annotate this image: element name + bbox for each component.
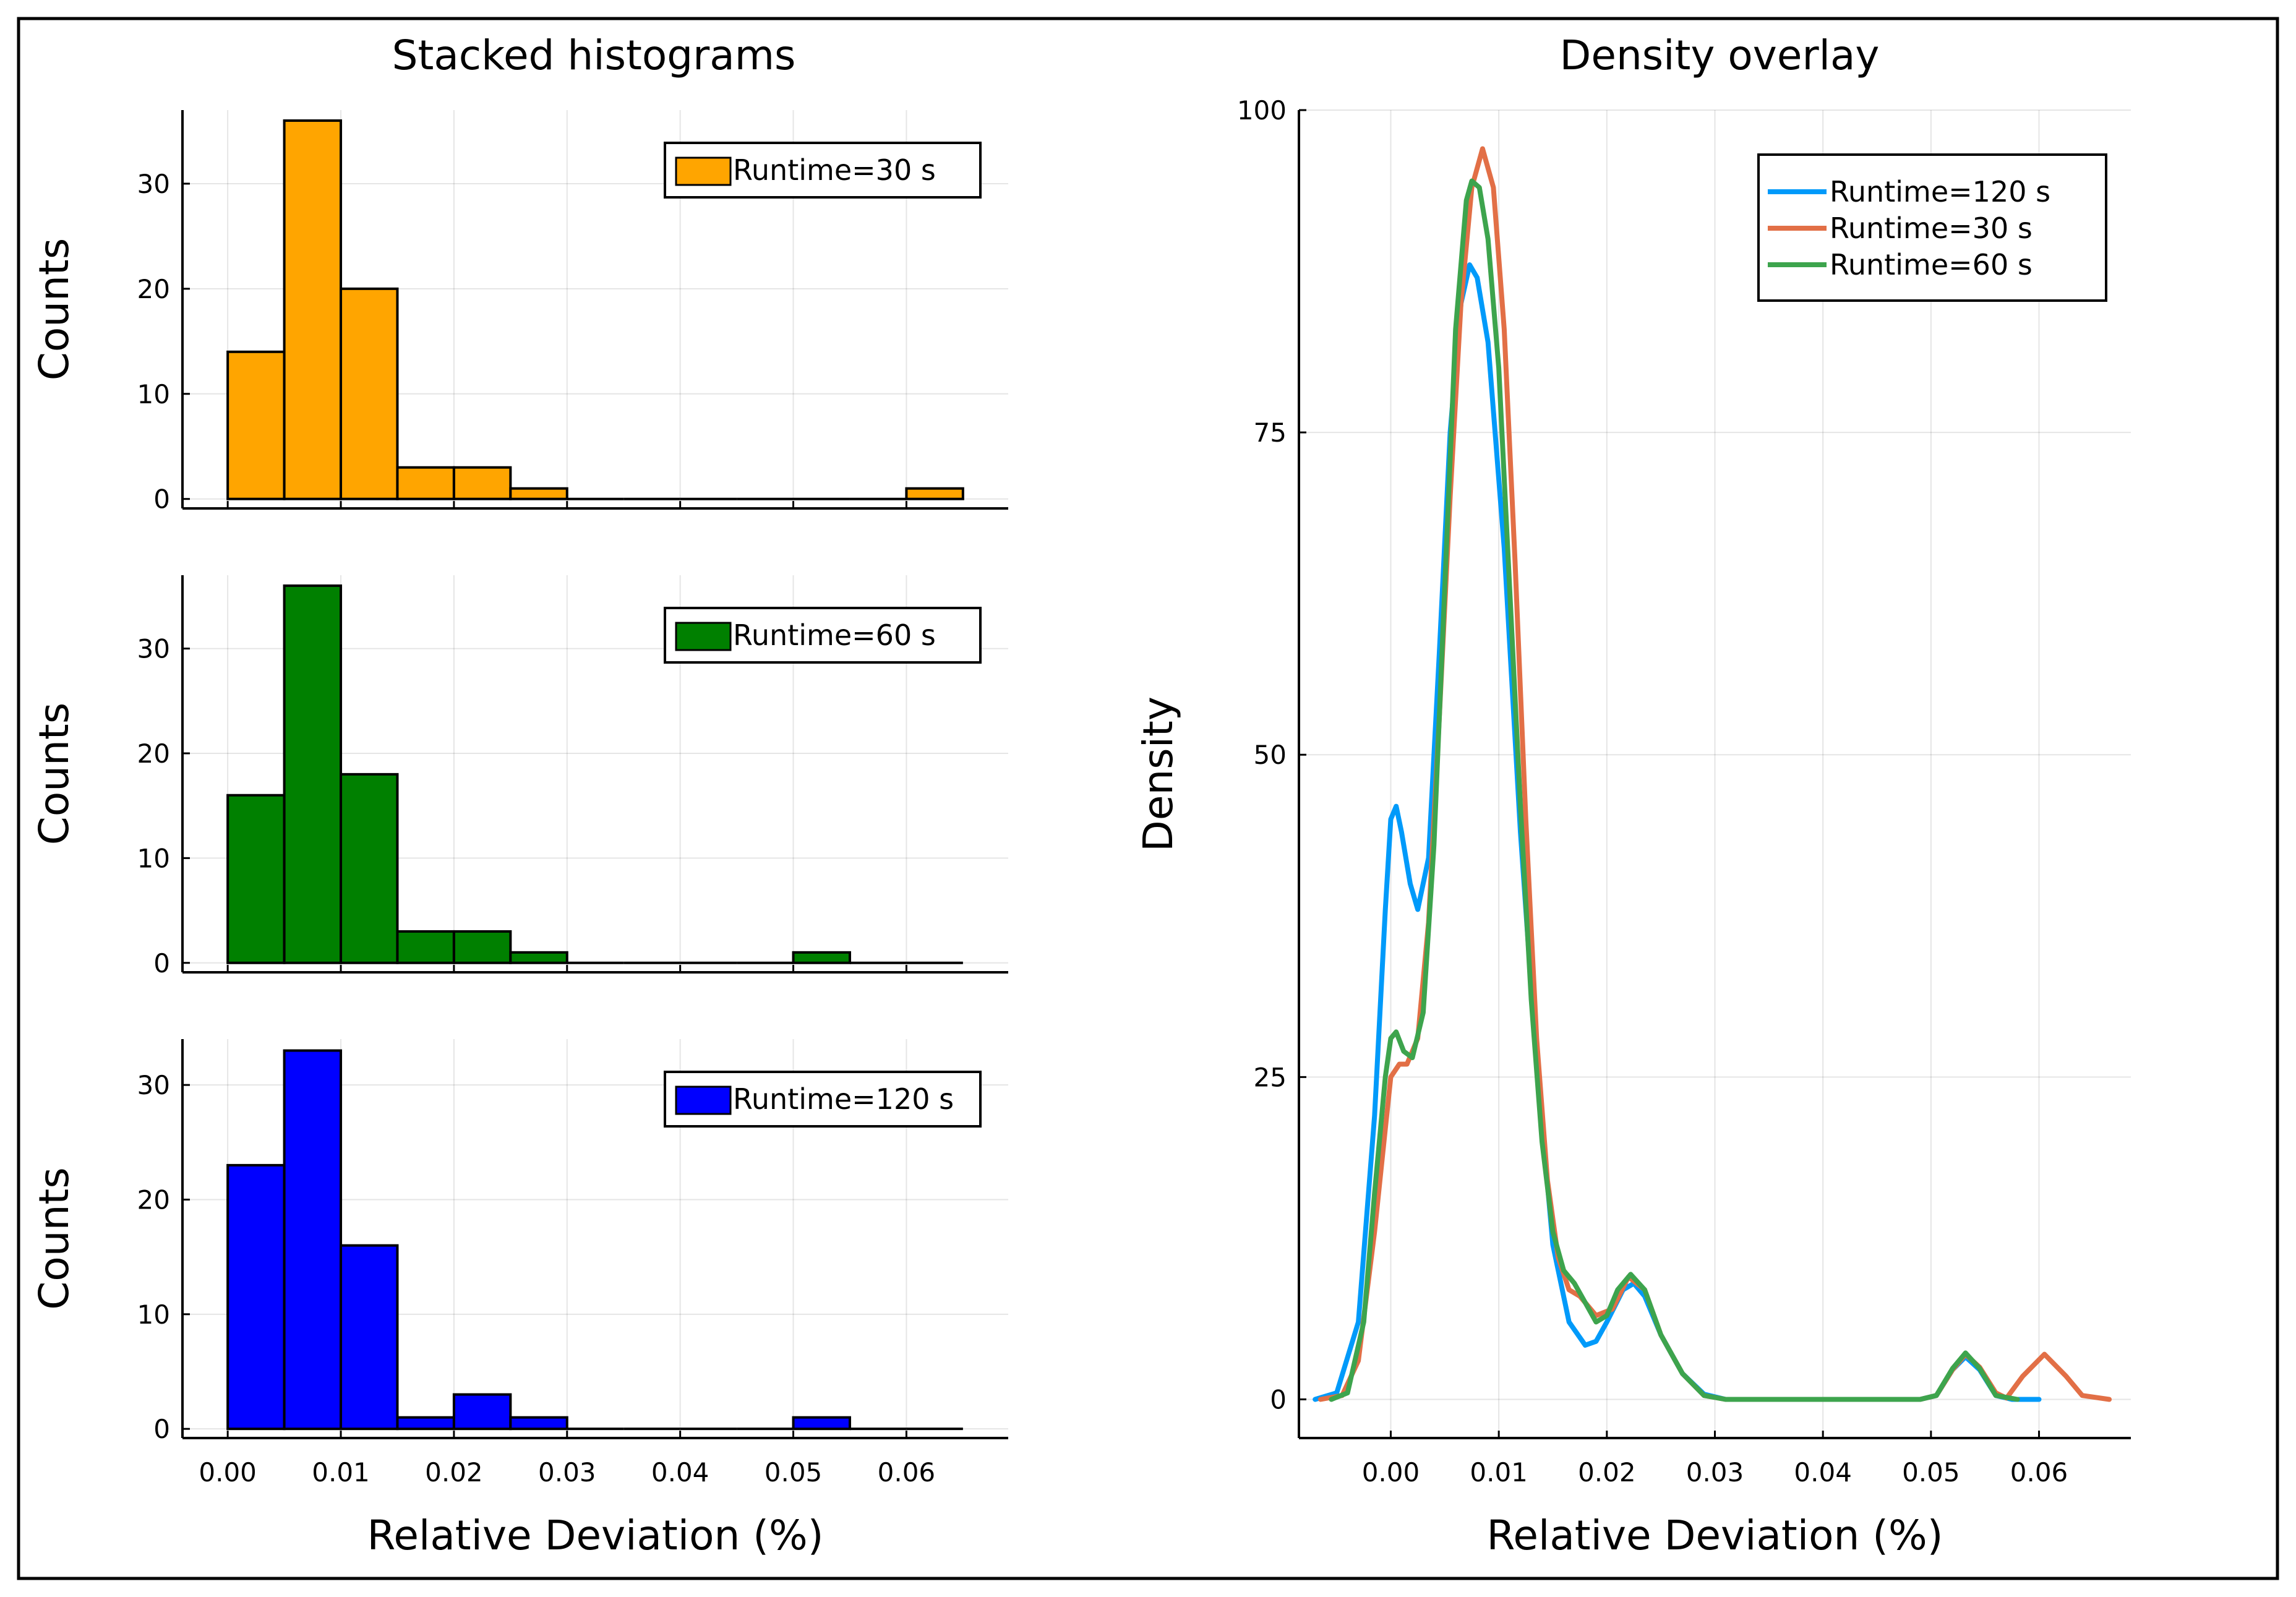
legend-entry-runtime-30-s: Runtime=30 s <box>1830 212 2033 245</box>
histogram-bar <box>340 287 399 500</box>
histogram-bar <box>226 350 286 500</box>
y-tick-label: 10 <box>137 1299 170 1330</box>
y-tick-label: 0 <box>153 484 170 515</box>
x-tick-label: 0.05 <box>1902 1457 1960 1488</box>
histogram-bar <box>452 930 512 964</box>
legend-box <box>1757 153 2107 302</box>
y-tick-label: 30 <box>137 1070 170 1100</box>
legend-entry-runtime-120-s: Runtime=120 s <box>1830 175 2050 208</box>
legend: Runtime=30 s <box>664 142 982 199</box>
x-tick-label: 0.01 <box>1470 1457 1528 1488</box>
histogram-bar <box>509 951 568 964</box>
x-tick-label: 0.03 <box>1686 1457 1744 1488</box>
histogram-panel-runtime-30-s: 0 10 20 30 Counts Runtime=30 s <box>30 110 1008 515</box>
x-axis-label: Relative Deviation (%) <box>367 1512 823 1559</box>
density-line-runtime-60-s <box>1329 178 2020 1402</box>
histogram-bar <box>396 930 455 964</box>
histogram-bar <box>226 794 286 964</box>
y-axis-label: Counts <box>30 1167 78 1309</box>
histogram-bar <box>792 1416 851 1431</box>
histogram-bar <box>792 951 851 964</box>
histogram-bar <box>905 487 964 500</box>
x-tick-label: 0.06 <box>878 1457 936 1488</box>
y-tick-label: 100 <box>1237 95 1287 126</box>
histogram-bar <box>283 119 343 500</box>
legend: Runtime=60 s <box>664 607 982 664</box>
legend-swatch <box>675 1085 732 1115</box>
legend-entry-runtime-60-s: Runtime=60 s <box>1830 248 2033 281</box>
stacked-panel-title: Stacked histograms <box>392 32 796 79</box>
x-tick-label: 0.04 <box>1794 1457 1852 1488</box>
histogram-bar <box>396 466 455 500</box>
y-tick-label: 20 <box>137 274 170 304</box>
x-tick-label: 0.05 <box>765 1457 823 1488</box>
x-tick-label: 0.06 <box>2010 1457 2068 1488</box>
legend-entry-runtime-60-s: Runtime=60 s <box>733 619 936 652</box>
x-tick-label: 0.00 <box>1362 1457 1420 1488</box>
y-tick-label: 75 <box>1254 417 1287 448</box>
histogram-bar <box>396 1416 455 1431</box>
y-tick-label: 50 <box>1254 740 1287 770</box>
x-axis-label: Relative Deviation (%) <box>1486 1512 1943 1559</box>
histogram-bar <box>452 1393 512 1431</box>
y-tick-label: 30 <box>137 634 170 664</box>
histogram-bar <box>283 1049 343 1431</box>
y-tick-label: 0 <box>153 948 170 978</box>
density-overlay-panel: 0 25 50 75 100 0.00 0.01 0.02 0.03 0.04 0.05 0.06 De… <box>1134 95 2131 1559</box>
y-axis-label: Counts <box>30 238 78 380</box>
y-tick-label: 25 <box>1254 1062 1287 1092</box>
x-tick-label: 0.00 <box>199 1457 257 1488</box>
y-axis-label: Density <box>1134 696 1182 852</box>
histogram-bar <box>283 584 343 964</box>
y-tick-label: 30 <box>137 169 170 199</box>
legend-swatch <box>675 156 732 186</box>
legend: Runtime=120 s <box>664 1071 982 1128</box>
x-tick-label: 0.03 <box>538 1457 596 1488</box>
histogram-bar <box>340 1244 399 1431</box>
y-tick-label: 20 <box>137 739 170 769</box>
stacked-histograms-panel: 0 10 20 30 Counts Runtime=30 s 0 10 20 30 Counts Ru… <box>30 110 1008 1559</box>
legend-entry-runtime-30-s: Runtime=30 s <box>733 153 936 187</box>
histogram-bar <box>509 1416 568 1431</box>
histogram-panel-runtime-120-s: 0 10 20 30 Counts Runtime=120 s <box>30 1039 1008 1444</box>
x-tick-label: 0.04 <box>651 1457 709 1488</box>
y-tick-label: 20 <box>137 1184 170 1215</box>
y-tick-label: 10 <box>137 379 170 409</box>
x-tick-label: 0.02 <box>1578 1457 1636 1488</box>
histogram-panel-runtime-60-s: 0 10 20 30 Counts Runtime=60 s <box>30 575 1008 978</box>
y-tick-label: 0 <box>153 1414 170 1444</box>
density-panel-title: Density overlay <box>1560 32 1880 79</box>
y-tick-label: 10 <box>137 843 170 873</box>
y-tick-label: 0 <box>1270 1384 1287 1415</box>
histogram-bar <box>509 487 568 500</box>
y-axis-label: Counts <box>30 703 78 845</box>
x-tick-label: 0.01 <box>312 1457 370 1488</box>
histogram-bar <box>340 773 399 964</box>
histogram-bar <box>226 1163 286 1431</box>
x-tick-label: 0.02 <box>425 1457 483 1488</box>
histogram-bar <box>452 466 512 500</box>
legend-swatch <box>675 622 732 651</box>
legend-entry-runtime-120-s: Runtime=120 s <box>733 1082 954 1116</box>
